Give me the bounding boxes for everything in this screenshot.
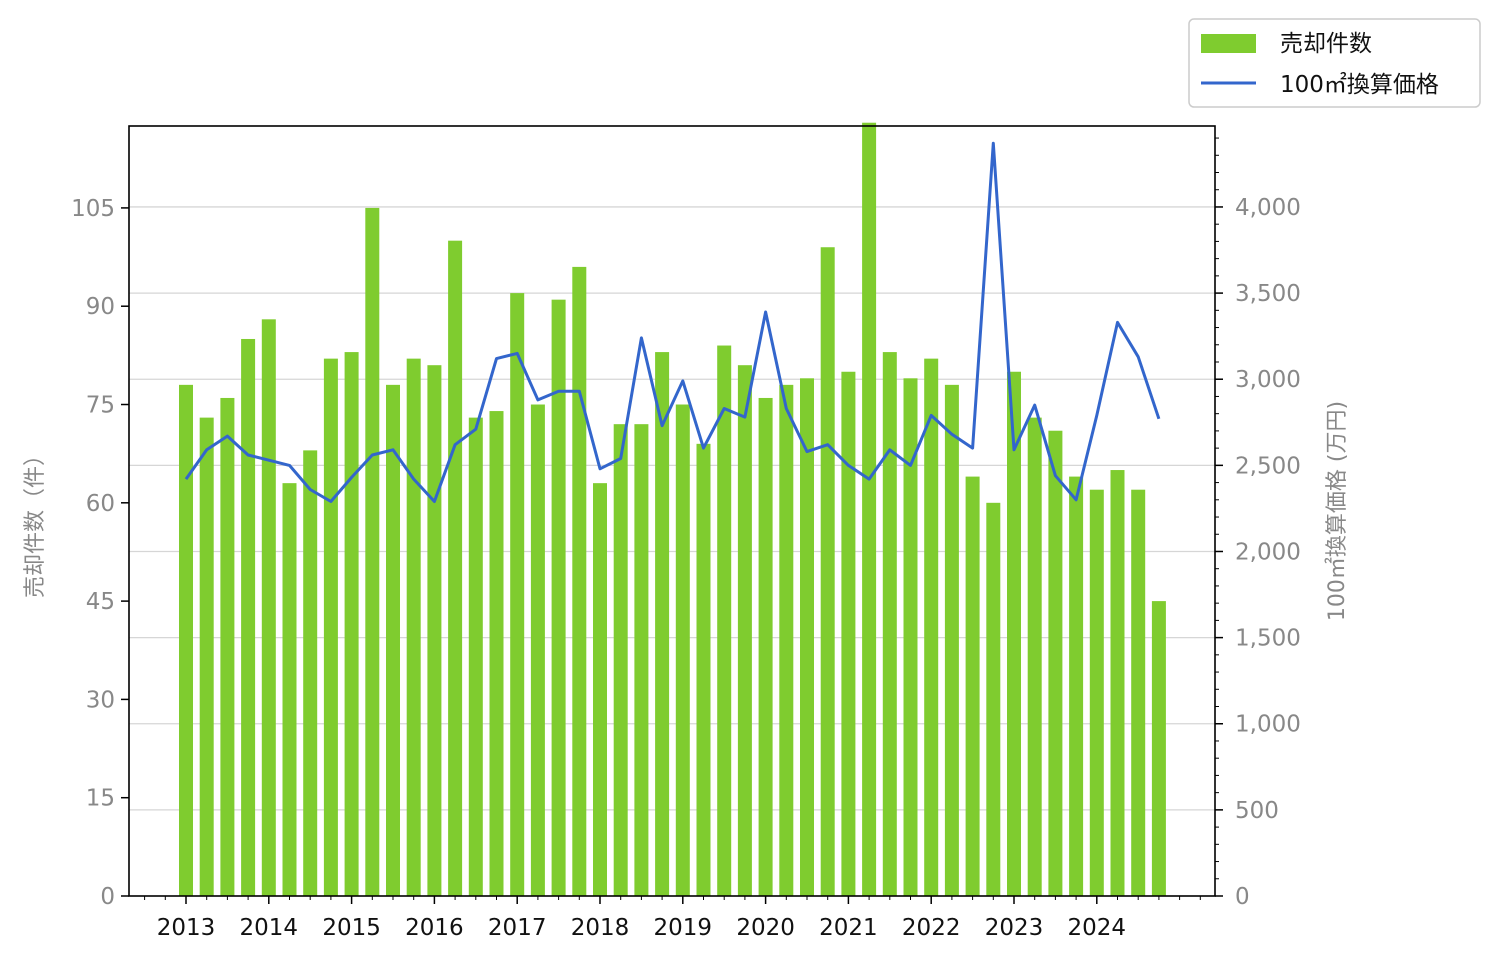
- left-axis: 0 15 30 45 60 75 90 105: [71, 196, 129, 910]
- legend-swatch-bar: [1201, 34, 1256, 53]
- bar: [530, 404, 545, 896]
- left-tick-label: 45: [86, 589, 115, 615]
- bar: [572, 266, 587, 896]
- legend-box: [1188, 18, 1481, 108]
- series-line: [184, 141, 1161, 503]
- right-tick-label: 500: [1235, 798, 1279, 824]
- bar: [220, 397, 235, 896]
- bar: [344, 352, 359, 897]
- bar: [510, 293, 525, 896]
- x-tick-label: 2024: [1068, 915, 1127, 941]
- bar: [820, 247, 835, 897]
- x-tick-label: 2021: [819, 915, 878, 941]
- x-tick-label: 2017: [488, 915, 547, 941]
- bar: [634, 424, 649, 896]
- x-tick-label: 2023: [985, 915, 1044, 941]
- bar: [427, 365, 442, 896]
- bar: [696, 443, 711, 896]
- left-axis-title: 売却件数（件）: [23, 444, 48, 598]
- bar: [551, 299, 566, 897]
- legend-label-bar: 売却件数: [1280, 31, 1372, 57]
- x-tick-label: 2015: [322, 915, 381, 941]
- bar: [1048, 430, 1063, 896]
- bar: [737, 365, 752, 896]
- bar: [323, 358, 338, 896]
- bar: [779, 384, 794, 896]
- bar: [986, 502, 1001, 896]
- right-axis: 0 500 1,000 1,500 2,000 2,500 3,000 3,500 4,000: [1215, 137, 1301, 910]
- left-tick-label: 30: [86, 687, 115, 713]
- bar: [903, 378, 918, 897]
- x-tick-label: 2022: [902, 915, 961, 941]
- bar: [882, 352, 897, 897]
- bar: [1007, 371, 1021, 896]
- bar: [448, 240, 463, 896]
- x-tick-label: 2014: [240, 915, 299, 941]
- left-tick-label: 105: [71, 196, 115, 222]
- bar: [841, 371, 856, 896]
- bar: [406, 358, 421, 896]
- bar: [800, 378, 814, 897]
- legend: 売却件数 100㎡換算価格: [1188, 18, 1481, 108]
- bar: [1027, 417, 1042, 896]
- right-tick-label: 2,500: [1235, 453, 1301, 479]
- right-tick-label: 1,500: [1235, 626, 1301, 652]
- left-tick-label: 0: [100, 884, 115, 910]
- bar: [613, 424, 628, 896]
- x-tick-label: 2013: [157, 915, 216, 941]
- bar: [675, 404, 690, 896]
- bar: [261, 319, 276, 896]
- bar: [924, 358, 939, 896]
- right-tick-label: 4,000: [1235, 195, 1301, 221]
- bar: [944, 384, 959, 896]
- bar: [717, 345, 732, 896]
- left-tick-label: 90: [86, 294, 115, 320]
- right-tick-label: 1,000: [1235, 712, 1301, 738]
- x-tick-label: 2018: [571, 915, 630, 941]
- x-axis: 2013 2014 2015 2016 2017 2018 2019 2020 2021 2022…: [144, 896, 1201, 941]
- left-tick-label: 15: [86, 786, 115, 812]
- bar: [593, 483, 607, 896]
- bar: [1069, 476, 1084, 896]
- bar: [303, 450, 318, 896]
- bar: [241, 338, 256, 896]
- right-tick-label: 2,000: [1235, 539, 1301, 565]
- left-tick-label: 75: [86, 393, 115, 419]
- x-tick-label: 2020: [736, 915, 795, 941]
- bar: [179, 384, 193, 896]
- bar: [365, 207, 380, 896]
- right-tick-label: 3,000: [1235, 367, 1301, 393]
- bar: [489, 411, 504, 896]
- bar: [199, 417, 214, 896]
- bar: [655, 352, 670, 897]
- bar: [386, 384, 400, 896]
- bar: [1110, 470, 1125, 896]
- bar: [282, 483, 297, 896]
- plot-frame: [128, 125, 1216, 897]
- bar: [1151, 601, 1166, 896]
- right-tick-label: 3,500: [1235, 281, 1301, 307]
- right-tick-label: 0: [1235, 884, 1250, 910]
- right-axis-title: 100㎡換算価格 (万円): [1324, 401, 1350, 621]
- bar: [758, 397, 773, 896]
- bars-series: [179, 122, 1166, 897]
- line-series: [184, 141, 1161, 503]
- x-tick-label: 2019: [654, 915, 713, 941]
- bar: [468, 417, 483, 896]
- bar: [862, 122, 877, 897]
- left-tick-label: 60: [86, 491, 115, 517]
- legend-label-line: 100㎡換算価格: [1280, 72, 1439, 98]
- x-tick-label: 2016: [405, 915, 464, 941]
- bar: [965, 476, 980, 896]
- bar: [1131, 489, 1146, 896]
- bar: [1089, 489, 1104, 896]
